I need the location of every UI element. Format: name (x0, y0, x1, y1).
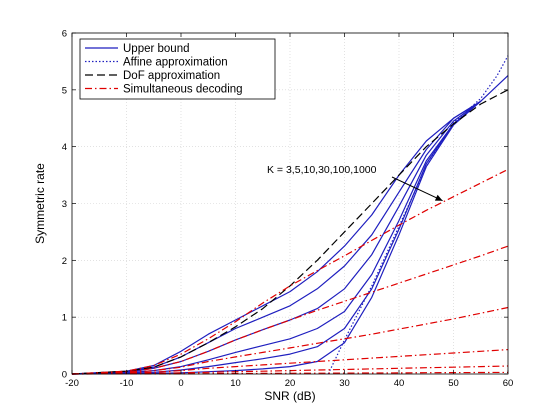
upper-bound-line-k3 (71, 75, 509, 375)
y-axis-label: Symmetric rate (33, 163, 47, 244)
x-axis-label: SNR (dB) (264, 389, 315, 403)
legend-label: DoF approximation (123, 70, 220, 82)
x-tick-label: -10 (120, 378, 134, 389)
legend-box (79, 38, 276, 100)
annotation-arrow (391, 176, 443, 202)
simultaneous-decoding-line-k1000 (71, 371, 509, 375)
x-tick-label: 20 (285, 378, 296, 389)
y-tick-label: 6 (62, 29, 67, 40)
y-tick-label: 0 (62, 370, 67, 381)
annotation-label: K = 3,5,10,30,100,1000 (267, 164, 377, 176)
legend-label: Affine approximation (123, 57, 228, 69)
y-tick-label: 2 (62, 256, 67, 267)
y-tick-label: 1 (62, 313, 67, 324)
ticks: -20 -10 0 10 20 30 40 50 60 0 1 2 3 4 5 6 (62, 29, 514, 390)
simultaneous-decoding-line-k3 (71, 168, 509, 375)
annotation-arrowhead (434, 194, 443, 201)
x-tick-label: 50 (448, 378, 459, 389)
annotation: K = 3,5,10,30,100,1000 (267, 164, 443, 202)
x-tick-label: 10 (230, 378, 241, 389)
x-tick-label: 0 (178, 378, 183, 389)
simultaneous-decoding-line-k10 (71, 306, 509, 375)
x-tick-label: 40 (394, 378, 405, 389)
y-tick-label: 5 (62, 85, 67, 96)
affine-approximation-line-k1000 (327, 55, 509, 375)
simultaneous-decoding-line-k30 (71, 349, 509, 375)
x-tick-label: 30 (339, 378, 350, 389)
x-tick-label: -20 (65, 378, 79, 389)
simultaneous-decoding-line-k100 (71, 365, 509, 375)
legend-label: Simultaneous decoding (123, 84, 243, 96)
dof-approximation-line (71, 89, 509, 375)
legend-label: Upper bound (123, 43, 190, 55)
series-group (71, 55, 509, 375)
x-tick-label: 60 (503, 378, 514, 389)
y-tick-label: 3 (62, 199, 67, 210)
y-tick-label: 4 (62, 142, 67, 153)
